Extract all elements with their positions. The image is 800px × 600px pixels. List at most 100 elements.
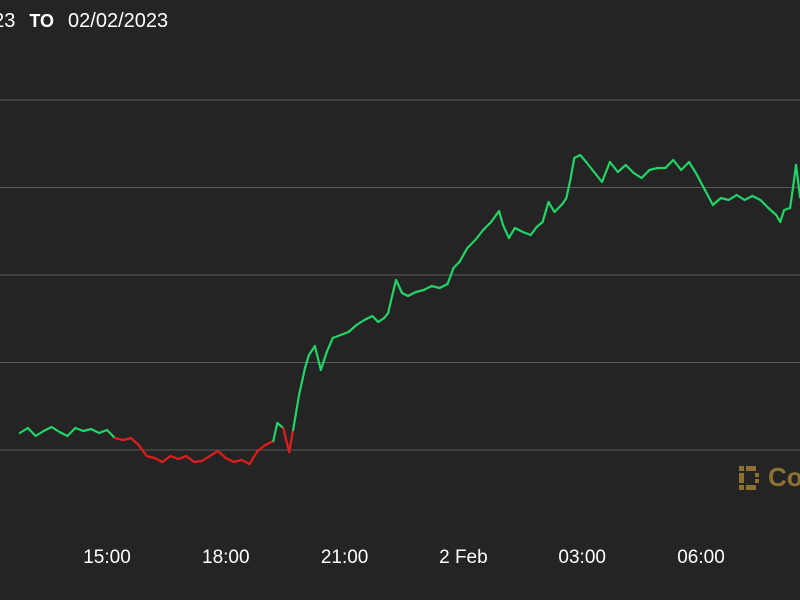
price-segment <box>507 226 516 240</box>
price-segment <box>759 198 770 210</box>
price-segment <box>406 290 417 298</box>
price-segment <box>282 426 291 454</box>
price-segment <box>331 333 342 340</box>
price-segment <box>161 454 172 464</box>
price-segment <box>711 196 722 207</box>
price-segment <box>788 178 796 210</box>
price-segment <box>735 193 746 202</box>
price-segment <box>377 316 386 324</box>
price-segment <box>34 429 45 438</box>
to-date: 02/02/2023 <box>68 10 169 32</box>
price-segment <box>632 171 643 180</box>
date-range: 023 TO 02/02/2023 <box>0 10 168 33</box>
price-segment <box>422 284 433 292</box>
price-segment <box>137 443 148 458</box>
price-segment <box>794 163 800 199</box>
price-segment <box>438 282 449 290</box>
price-segment <box>193 459 204 464</box>
price-segment <box>719 196 730 202</box>
price-segment <box>240 458 251 466</box>
price-segment <box>430 284 441 290</box>
price-segment <box>616 163 627 174</box>
price-segment <box>18 426 29 435</box>
price-segment <box>513 226 524 234</box>
price-segment <box>58 430 69 438</box>
price-segment <box>573 153 582 160</box>
price-segment <box>66 426 77 438</box>
price-segment <box>113 436 124 442</box>
price-segment <box>74 426 85 433</box>
price-segment <box>216 449 227 460</box>
price-segment <box>458 246 469 264</box>
price-segment <box>727 193 738 202</box>
price-segment <box>339 330 350 337</box>
price-segment <box>371 314 380 324</box>
price-segment <box>264 439 275 447</box>
price-segment <box>248 449 259 466</box>
watermark-text: Co <box>768 462 800 492</box>
price-segment <box>185 454 196 464</box>
price-segment <box>325 336 334 354</box>
price-segment <box>569 156 576 182</box>
price-segment <box>521 230 532 237</box>
price-segment <box>779 208 786 224</box>
price-segment <box>90 427 101 435</box>
price-segment <box>688 160 699 177</box>
price-segment <box>313 344 322 372</box>
price-segment <box>565 178 572 200</box>
gridlines <box>0 99 800 451</box>
price-segment <box>624 163 635 175</box>
price-line <box>18 153 800 466</box>
x-tick-label: 2 Feb <box>439 547 488 568</box>
price-segment <box>319 350 328 372</box>
price-segment <box>82 427 93 433</box>
price-segment <box>208 449 219 458</box>
price-segment <box>497 209 505 227</box>
price-segment <box>394 278 404 295</box>
price-segment <box>501 223 511 240</box>
price-segment <box>561 196 568 206</box>
price-segment <box>200 454 212 463</box>
x-tick-label: 18:00 <box>202 547 250 568</box>
price-segment <box>355 318 366 327</box>
price-segment <box>387 294 394 315</box>
price-segment <box>232 458 243 464</box>
price-segment <box>129 436 140 447</box>
price-segment <box>303 353 311 370</box>
price-segment <box>474 228 485 242</box>
x-tick-label: 15:00 <box>83 547 131 568</box>
price-segment <box>97 428 109 435</box>
price-segment <box>600 160 612 184</box>
x-tick-label: 21:00 <box>321 547 369 568</box>
price-segment <box>695 173 707 192</box>
price-segment <box>224 456 235 464</box>
price-segment <box>529 225 538 237</box>
coindesk-watermark: Co <box>736 462 800 493</box>
price-segment <box>121 436 132 442</box>
price-segment <box>553 202 564 214</box>
price-segment <box>153 456 164 464</box>
price-segment <box>297 366 307 397</box>
price-segment <box>272 421 279 443</box>
to-label: TO <box>29 11 55 31</box>
price-segment <box>288 428 295 454</box>
price-segment <box>177 454 188 461</box>
price-segment <box>256 443 267 453</box>
price-segment <box>347 323 358 334</box>
price-segment <box>363 314 374 322</box>
coindesk-logo-icon <box>739 465 759 490</box>
price-segment <box>105 428 117 440</box>
price-segment <box>608 160 619 174</box>
price-segment <box>452 260 461 270</box>
price-segment <box>50 425 61 434</box>
price-segment <box>541 200 550 224</box>
price-segment <box>42 425 53 433</box>
price-segment <box>751 194 762 202</box>
price-segment <box>292 393 301 432</box>
price-segment <box>648 166 659 172</box>
price-segment <box>169 454 180 461</box>
price-segment <box>703 188 714 207</box>
x-tick-label: 03:00 <box>558 547 606 568</box>
